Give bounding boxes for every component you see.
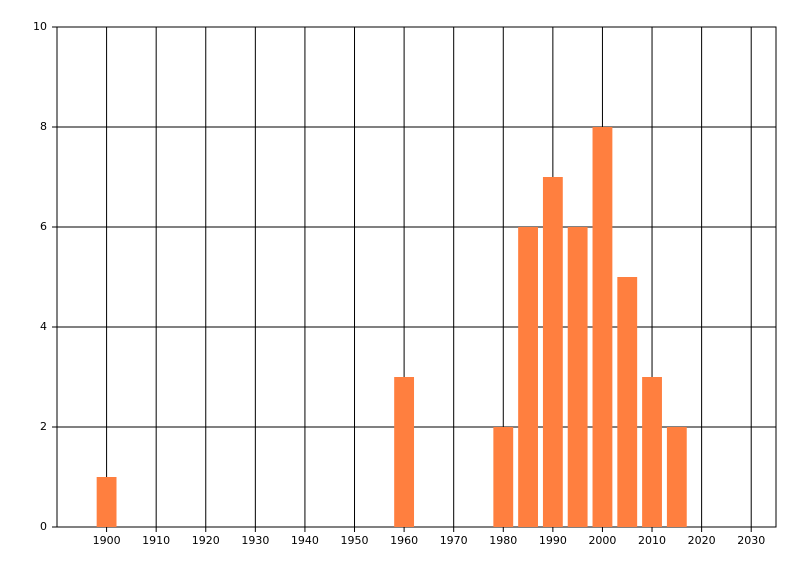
bar — [567, 227, 588, 527]
bar — [394, 377, 415, 527]
y-tick-label: 4 — [40, 320, 47, 333]
x-tick-label: 1930 — [241, 534, 269, 547]
x-tick-label: 1920 — [192, 534, 220, 547]
x-tick-label: 1900 — [93, 534, 121, 547]
x-tick-label: 2000 — [588, 534, 616, 547]
bar — [542, 177, 563, 527]
bar — [493, 427, 514, 527]
x-tick-label: 2020 — [688, 534, 716, 547]
x-tick-label: 1990 — [539, 534, 567, 547]
bar — [617, 277, 638, 527]
x-tick-label: 1950 — [341, 534, 369, 547]
bar — [592, 127, 613, 527]
x-tick-label: 1970 — [440, 534, 468, 547]
bar — [666, 427, 687, 527]
x-tick-label: 1940 — [291, 534, 319, 547]
y-tick-label: 8 — [40, 120, 47, 133]
x-tick-label: 2010 — [638, 534, 666, 547]
x-tick-label: 1960 — [390, 534, 418, 547]
bar — [96, 477, 117, 527]
x-tick-label: 2030 — [737, 534, 765, 547]
x-tick-label: 1980 — [489, 534, 517, 547]
y-tick-label: 0 — [40, 520, 47, 533]
x-tick-label: 1910 — [142, 534, 170, 547]
y-tick-label: 10 — [33, 20, 47, 33]
y-tick-label: 2 — [40, 420, 47, 433]
y-tick-label: 6 — [40, 220, 47, 233]
bar — [518, 227, 538, 527]
bar — [642, 377, 662, 527]
